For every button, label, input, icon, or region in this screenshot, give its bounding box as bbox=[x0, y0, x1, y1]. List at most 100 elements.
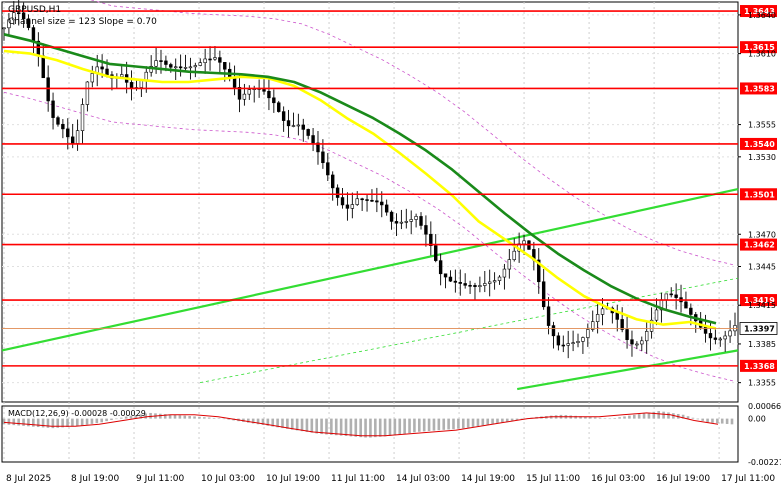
macd-bar bbox=[667, 412, 670, 419]
candle-body bbox=[316, 142, 320, 153]
macd-bar bbox=[193, 416, 196, 419]
trend-line-1 bbox=[1, 188, 739, 352]
macd-bar bbox=[403, 418, 406, 434]
channel-info: Channel size = 123 Slope = 0.70 bbox=[8, 17, 157, 27]
macd-bar bbox=[36, 418, 40, 428]
macd-bar bbox=[491, 418, 494, 424]
candle-body bbox=[429, 233, 433, 247]
candle-body bbox=[311, 135, 315, 144]
candle-body bbox=[21, 12, 26, 20]
level-tag bbox=[740, 137, 777, 150]
candle-body bbox=[80, 104, 85, 131]
candle-body bbox=[188, 66, 193, 69]
macd-bar bbox=[315, 418, 318, 434]
candle-body bbox=[306, 129, 310, 136]
current-price-label: 1.3397 bbox=[744, 324, 775, 333]
macd-bar bbox=[374, 418, 377, 438]
macd-bar bbox=[7, 418, 11, 425]
candle-body bbox=[448, 276, 453, 282]
candle-body bbox=[478, 285, 482, 287]
candle-body bbox=[345, 204, 350, 209]
macd-bar bbox=[100, 418, 104, 423]
candle-body bbox=[17, 12, 21, 14]
candle-body bbox=[247, 89, 252, 95]
candle-body bbox=[591, 321, 595, 330]
candle-body bbox=[296, 124, 301, 127]
x-tick-label: 9 Jul 11:00 bbox=[136, 474, 185, 484]
macd-bar bbox=[134, 415, 138, 419]
candle-body bbox=[507, 259, 512, 270]
macd-bar bbox=[61, 418, 64, 428]
candle-body bbox=[159, 60, 163, 62]
candle-body bbox=[365, 199, 369, 201]
macd-bar bbox=[369, 418, 372, 438]
macd-panel: MACD(12,26,9) -0.00028 -0.00029 0.00066 0.… bbox=[2, 402, 781, 467]
candle-body bbox=[164, 60, 168, 65]
macd-bar bbox=[325, 418, 328, 435]
macd-bar bbox=[642, 413, 646, 419]
macd-bar bbox=[163, 414, 167, 419]
candle-body bbox=[198, 62, 202, 66]
macd-bar bbox=[207, 417, 211, 419]
macd-bar bbox=[266, 418, 270, 426]
candle-body bbox=[380, 201, 384, 206]
candle-body bbox=[360, 198, 364, 201]
level-label: 1.3643 bbox=[744, 7, 775, 16]
trend-line-2 bbox=[517, 349, 739, 391]
candle-body bbox=[242, 93, 247, 100]
level-label: 1.3419 bbox=[744, 296, 775, 305]
macd-bar bbox=[520, 418, 524, 420]
macd-bar bbox=[2, 418, 6, 425]
candle-body bbox=[12, 12, 16, 21]
grid bbox=[1, 1, 739, 463]
macd-bar bbox=[505, 418, 509, 422]
macd-bar bbox=[276, 418, 279, 428]
macd-frame bbox=[1, 405, 739, 463]
candle-body bbox=[203, 58, 207, 63]
macd-bar bbox=[46, 418, 50, 428]
candle-body bbox=[640, 340, 644, 345]
level-label: 1.3540 bbox=[744, 140, 775, 149]
candle-body bbox=[326, 162, 330, 176]
candle-body bbox=[2, 27, 6, 30]
candle-body bbox=[630, 339, 634, 345]
x-tick-label: 8 Jul 19:00 bbox=[71, 474, 120, 484]
candle-body bbox=[434, 245, 438, 261]
macd-bar bbox=[56, 418, 60, 428]
macd-bar bbox=[486, 418, 490, 425]
macd-bar bbox=[457, 418, 460, 429]
macd-bar bbox=[344, 418, 348, 436]
macd-bar bbox=[359, 418, 362, 438]
level-label: 1.3462 bbox=[744, 241, 775, 250]
macd-bar bbox=[652, 411, 656, 419]
macd-bar bbox=[22, 418, 25, 426]
candle-body bbox=[100, 66, 104, 70]
macd-bar bbox=[227, 418, 231, 420]
level-tag bbox=[740, 294, 777, 307]
y-tick-label: 1.3470 bbox=[748, 230, 776, 239]
macd-bar bbox=[510, 418, 514, 421]
macd-bar bbox=[349, 418, 353, 437]
macd-bar bbox=[574, 415, 577, 419]
candle-body bbox=[419, 216, 423, 226]
x-tick-label: 8 Jul 2025 bbox=[6, 474, 51, 484]
x-tick-label: 15 Jul 11:00 bbox=[526, 474, 580, 484]
y-tick-label: 1.3555 bbox=[748, 121, 776, 130]
y-tick-label: 1.3385 bbox=[748, 340, 776, 349]
macd-bar bbox=[476, 418, 480, 427]
macd-bar bbox=[310, 418, 314, 433]
candle-body bbox=[370, 199, 374, 202]
macd-bar bbox=[261, 418, 265, 426]
macd-bar bbox=[701, 418, 704, 421]
macd-bar bbox=[608, 418, 612, 420]
envelope-upper bbox=[90, 0, 736, 266]
y-tick-label: 1.3415 bbox=[748, 301, 776, 310]
candle-body bbox=[669, 293, 673, 296]
macd-bar bbox=[388, 418, 392, 436]
macd-bar bbox=[471, 418, 475, 427]
time-axis: 8 Jul 2025 8 Jul 19:00 9 Jul 11:00 10 Jul 0… bbox=[6, 474, 775, 484]
candle-body bbox=[649, 319, 654, 332]
macd-bar bbox=[422, 418, 426, 432]
candle-body bbox=[66, 128, 70, 138]
macd-bar bbox=[481, 418, 485, 426]
